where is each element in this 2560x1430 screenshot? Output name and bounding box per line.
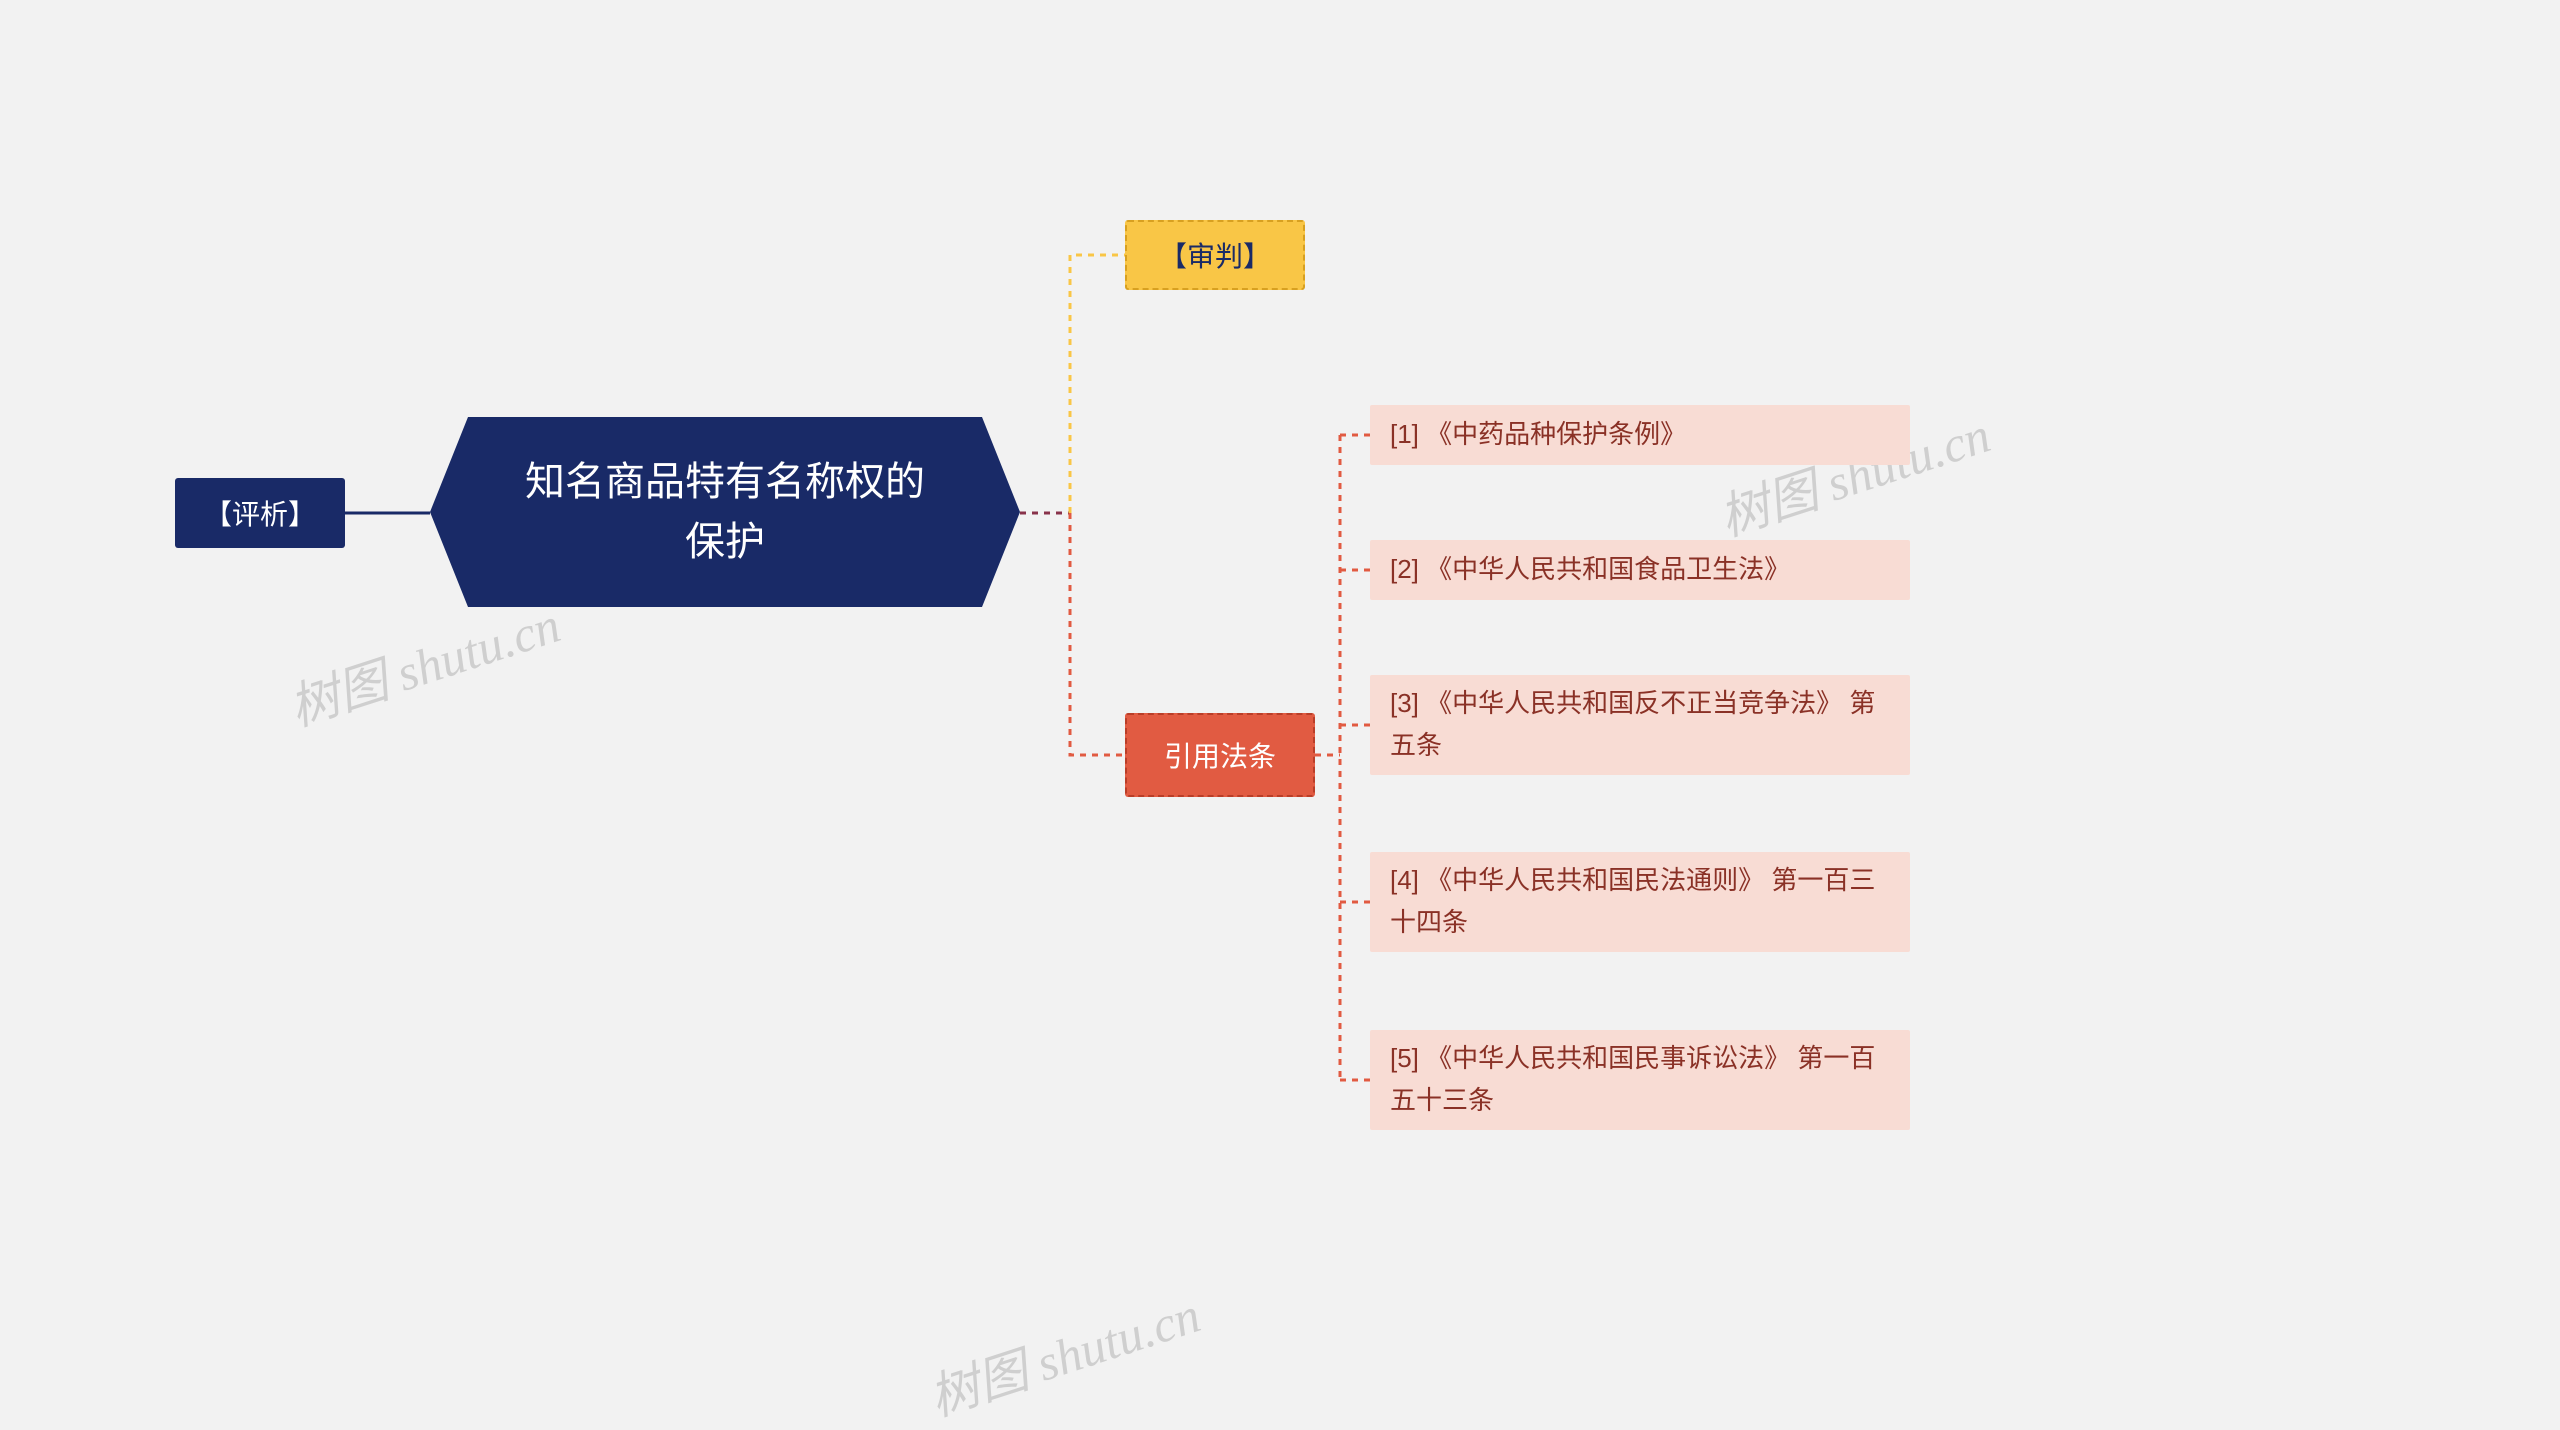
ref-node[interactable]: 引用法条	[1125, 713, 1315, 797]
watermark: 树图 shutu.cn	[279, 585, 568, 740]
law-node-1[interactable]: [1] 《中药品种保护条例》	[1370, 405, 1910, 465]
law-node-5[interactable]: [5] 《中华人民共和国民事诉讼法》 第一百五十三条	[1370, 1030, 1910, 1130]
ref-label: 引用法条	[1164, 735, 1276, 775]
analysis-label: 【评析】	[204, 493, 316, 533]
watermark: 树图 shutu.cn	[919, 1275, 1208, 1430]
trial-node[interactable]: 【审判】	[1125, 220, 1305, 290]
mindmap-canvas: 树图 shutu.cn 树图 shutu.cn 树图 shutu.cn 【评析】…	[0, 0, 2560, 1380]
trial-label: 【审判】	[1159, 235, 1271, 275]
central-label: 知名商品特有名称权的保护	[510, 452, 940, 572]
analysis-node[interactable]: 【评析】	[175, 478, 345, 548]
law-node-3[interactable]: [3] 《中华人民共和国反不正当竞争法》 第五条	[1370, 675, 1910, 775]
law-label: [3] 《中华人民共和国反不正当竞争法》 第五条	[1390, 683, 1890, 766]
law-node-2[interactable]: [2] 《中华人民共和国食品卫生法》	[1370, 540, 1910, 600]
law-label: [1] 《中药品种保护条例》	[1390, 414, 1686, 456]
connectors	[0, 0, 2560, 1380]
law-label: [4] 《中华人民共和国民法通则》 第一百三十四条	[1390, 860, 1890, 943]
law-label: [5] 《中华人民共和国民事诉讼法》 第一百五十三条	[1390, 1038, 1890, 1121]
law-label: [2] 《中华人民共和国食品卫生法》	[1390, 549, 1790, 591]
central-node[interactable]: 知名商品特有名称权的保护	[430, 417, 1020, 607]
law-node-4[interactable]: [4] 《中华人民共和国民法通则》 第一百三十四条	[1370, 852, 1910, 952]
